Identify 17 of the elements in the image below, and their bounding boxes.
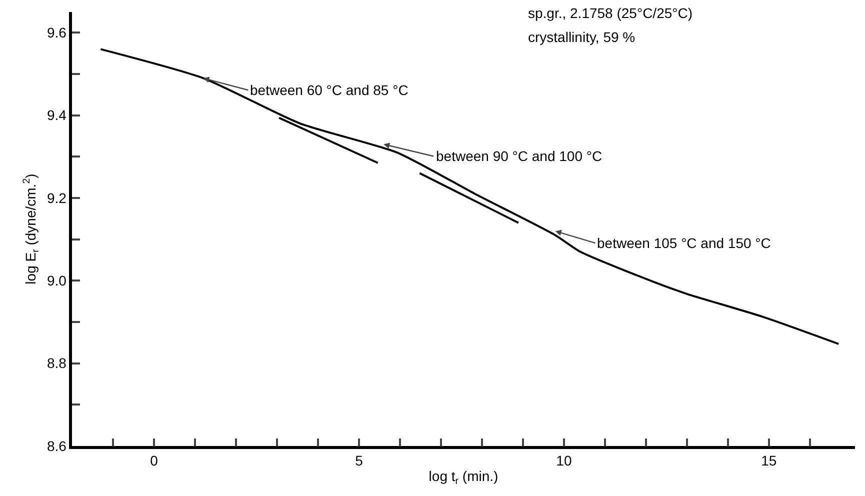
x-axis-title: log t$_{r}$ (min.) [428, 468, 498, 487]
line-series [100, 48, 840, 345]
y-tick-label: 9.2 [46, 190, 67, 206]
x-tick-label: 0 [150, 452, 158, 469]
x-tick-label: 5 [355, 452, 364, 469]
annotation: between 105 °C and 150 °C [597, 235, 771, 251]
x-tick-label: 15 [761, 452, 777, 469]
y-tick-label: 8.6 [46, 438, 67, 454]
x-tick-label: 10 [556, 452, 572, 469]
annotation: crystallinity, 59 % [528, 29, 636, 45]
y-tick-label: 9.4 [46, 107, 67, 124]
y-tick-label: 9.6 [46, 24, 67, 41]
annotation: between 60 °C and 85 °C [250, 82, 408, 98]
annotation: between 90 °C and 100 °C [436, 148, 602, 164]
y-tick-label: 8.8 [46, 355, 67, 372]
annotation: sp.gr., 2.1758 (25°C/25°C) [528, 5, 693, 21]
y-tick-label: 9.0 [46, 272, 67, 289]
